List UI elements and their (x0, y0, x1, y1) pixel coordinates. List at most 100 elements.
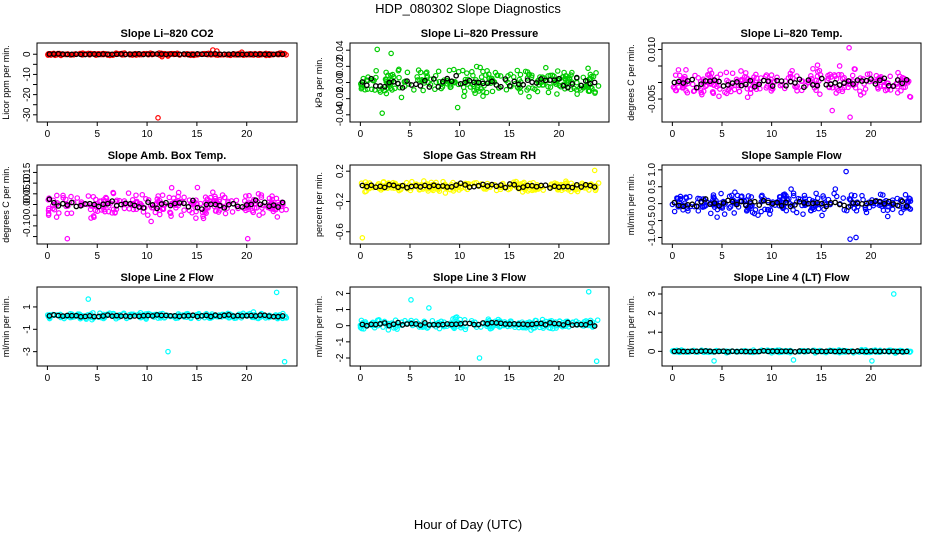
data-point (895, 69, 901, 76)
data-point (148, 218, 154, 225)
data-point (63, 196, 69, 203)
data-point (736, 88, 743, 95)
data-point (907, 206, 914, 212)
hourly-point (573, 181, 580, 188)
hourly-point (489, 78, 495, 85)
data-point (359, 84, 365, 91)
data-point (828, 74, 834, 80)
hourly-point (542, 182, 549, 189)
hourly-point (693, 203, 700, 210)
plot-frame (36, 286, 298, 367)
hourly-point (698, 81, 705, 88)
outlier-point (408, 297, 414, 303)
x-tick-label: 5 (94, 251, 100, 262)
data-point (396, 66, 402, 73)
hourly-point (64, 202, 71, 208)
y-tick-label: -30 (22, 107, 33, 122)
y-tick-label: -0.04 (335, 103, 346, 126)
hourly-point (413, 81, 419, 88)
x-tick-label: 20 (865, 129, 877, 140)
hourly-point (792, 202, 798, 208)
data-point (768, 88, 775, 94)
hourly-point (444, 75, 451, 82)
data-point (898, 87, 904, 94)
data-point (194, 201, 200, 208)
data-point (480, 93, 486, 99)
hourly-point (783, 82, 789, 89)
data-point (710, 192, 717, 198)
outlier-point (159, 53, 165, 60)
data-point (877, 83, 884, 90)
hourly-point (836, 82, 843, 88)
data-point (894, 195, 901, 202)
data-point (592, 90, 598, 96)
data-point (554, 68, 561, 74)
data-point (204, 196, 211, 202)
data-point (90, 213, 97, 219)
hourly-point (877, 77, 883, 84)
data-point (398, 94, 405, 101)
data-point (461, 317, 468, 323)
panel-3: Slope Li–820 Temp. 0 5 10 15 20 -0.005 0.010 deg… (626, 28, 922, 140)
plot-frame (661, 164, 922, 245)
data-point (269, 196, 276, 203)
hourly-point (417, 322, 424, 328)
data-point (547, 84, 554, 90)
panel-4: Slope Amb. Box Temp. 0 5 10 15 20 -0.100.000.0… (1, 150, 298, 262)
hourly-point (154, 205, 160, 212)
data-point (563, 73, 569, 79)
data-point (136, 200, 143, 207)
data-point (181, 207, 187, 213)
figure-title: HDP_080302 Slope Diagnostics (375, 1, 561, 16)
y-tick-label: 0.02 (335, 56, 346, 76)
y-tick-label: 0.04 (335, 40, 346, 60)
hourly-point (885, 198, 892, 205)
data-point (92, 196, 99, 203)
data-point (222, 210, 229, 217)
hourly-point (533, 80, 540, 86)
x-tick-label: 15 (191, 373, 203, 384)
hourly-point (261, 199, 268, 206)
hourly-point (453, 72, 460, 79)
hourly-point (693, 84, 700, 91)
data-point (862, 86, 869, 92)
data-point (851, 192, 858, 199)
hourly-point (716, 202, 722, 209)
hourly-point (368, 182, 375, 189)
data-point (175, 189, 182, 196)
data-point (698, 89, 705, 96)
data-point (417, 69, 424, 76)
data-point (819, 212, 825, 219)
hourly-point (68, 199, 75, 206)
data-point (450, 316, 456, 322)
hourly-point (484, 80, 491, 87)
hourly-point (199, 206, 205, 212)
data-point (383, 78, 390, 85)
hourly-point (279, 199, 286, 206)
data-point (695, 195, 701, 202)
panel-title: Slope Line 4 (LT) Flow (734, 272, 850, 284)
data-point (473, 63, 480, 70)
hourly-point (841, 202, 847, 209)
y-axis-label: degrees C per min. (626, 44, 636, 121)
hourly-point (818, 200, 825, 207)
hourly-point (417, 83, 424, 89)
hourly-point (734, 201, 740, 208)
hourly-point (689, 201, 696, 208)
data-point (517, 71, 524, 78)
data-point (593, 70, 599, 76)
data-point (435, 68, 442, 75)
data-point (744, 94, 751, 101)
hourly-point (725, 82, 731, 88)
data-point (790, 190, 797, 197)
data-point (814, 73, 821, 80)
hourly-point (569, 81, 576, 87)
data-point (416, 187, 423, 193)
hourly-point (560, 322, 567, 328)
y-tick-label: 1 (647, 329, 658, 335)
x-axis-title: Hour of Day (UTC) (413, 517, 523, 532)
data-point (209, 189, 216, 195)
panel-1: Slope Li–820 CO2 0 5 10 15 20 0 -10 -20 -30 Licor … (1, 28, 298, 140)
